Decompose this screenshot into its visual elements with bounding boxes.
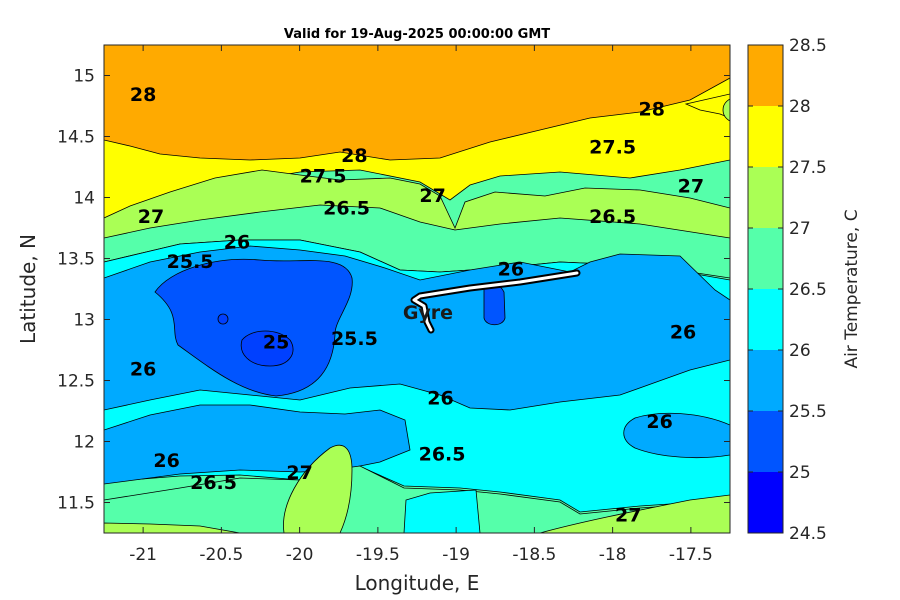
colorbar-swatch xyxy=(748,106,783,167)
y-tick-label: 14 xyxy=(73,189,95,209)
contour-label: 28 xyxy=(639,98,665,120)
contour-label: 27 xyxy=(138,206,164,228)
contour-label: 27 xyxy=(615,505,641,527)
x-tick-label: -18 xyxy=(599,545,627,565)
y-tick-label: 14.5 xyxy=(57,128,95,148)
y-axis-label: Latitude, N xyxy=(16,234,40,344)
contour-label: 26.5 xyxy=(589,206,636,228)
band-27-27.5 xyxy=(283,444,353,533)
band-25-25.5 xyxy=(483,284,506,326)
band-27-27.5 xyxy=(104,522,241,533)
x-tick-label: -19.5 xyxy=(356,545,400,565)
band-26-26.5 xyxy=(403,489,481,533)
contour-label: 26.5 xyxy=(190,472,237,494)
colorbar-tick-label: 28.5 xyxy=(789,36,827,56)
contour-label: 26 xyxy=(670,322,696,344)
y-tick-label: 13.5 xyxy=(57,250,95,270)
contour-label: 28 xyxy=(130,84,156,106)
contour-label: 27 xyxy=(419,185,445,207)
colorbar-swatch xyxy=(748,228,783,289)
colorbar-swatch xyxy=(748,289,783,350)
colorbar-tick-label: 26.5 xyxy=(789,280,827,300)
x-tick-label: -18.5 xyxy=(512,545,556,565)
x-tick-label: -20 xyxy=(286,545,314,565)
contour-field xyxy=(104,45,730,533)
contour-label: 27 xyxy=(286,462,312,484)
x-tick-label: -17.5 xyxy=(669,545,713,565)
contour-label: 27.5 xyxy=(589,136,636,158)
y-tick-label: 12.5 xyxy=(57,372,95,392)
contour-label: 26 xyxy=(498,258,524,280)
colorbar-swatch xyxy=(748,472,783,533)
x-axis: -21 -20.5 -20 -19.5 -19 -18.5 -18 -17.5 xyxy=(129,45,713,565)
band-27-27.5 xyxy=(539,494,730,533)
colorbar-tick-label: 28 xyxy=(789,97,811,117)
plot-frame xyxy=(103,44,731,534)
colorbar-tick-label: 27 xyxy=(789,219,811,239)
colorbar-tick-label: 26 xyxy=(789,341,811,361)
band-24.5-25 xyxy=(240,330,294,367)
band-26-26.5 xyxy=(722,98,730,122)
band-24.5-25 xyxy=(217,313,229,325)
colorbar-swatch xyxy=(748,167,783,228)
contour-label: 25 xyxy=(263,331,289,353)
contour-label: 26.5 xyxy=(323,197,370,219)
contour-label: 26.5 xyxy=(419,444,466,466)
annotations: Gyre xyxy=(403,302,453,324)
contour-label: 25.5 xyxy=(331,328,378,350)
gyre-track xyxy=(412,271,579,332)
y-tick-label: 15 xyxy=(73,67,95,87)
y-tick-label: 12 xyxy=(73,433,95,453)
contour-label: 27.5 xyxy=(300,166,347,188)
colorbar-swatch xyxy=(748,45,783,106)
colorbar-tick-label: 27.5 xyxy=(789,158,827,178)
colorbar-tick-label: 25.5 xyxy=(789,402,827,422)
contour-label: 26 xyxy=(130,358,156,380)
y-tick-label: 13 xyxy=(73,311,95,331)
band-25.5-26 xyxy=(623,412,730,458)
x-tick-label: -20.5 xyxy=(199,545,243,565)
band-28-28.5 xyxy=(104,45,730,161)
gyre-label: Gyre xyxy=(403,302,453,324)
x-axis-label: Longitude, E xyxy=(355,571,480,595)
x-tick-label: -19 xyxy=(442,545,470,565)
contour-label: 28 xyxy=(341,145,367,167)
contour-label: 26 xyxy=(153,450,179,472)
colorbar-swatch xyxy=(748,411,783,472)
contour-label: 26 xyxy=(427,388,453,410)
colorbar-tick-label: 25 xyxy=(789,463,811,483)
x-tick-label: -21 xyxy=(129,545,157,565)
contour-label: 26 xyxy=(646,411,672,433)
y-axis: 11.5 12 12.5 13 13.5 14 14.5 15 xyxy=(57,67,730,514)
colorbar: 24.5 25 25.5 26 26.5 27 27.5 28 28.5 xyxy=(747,36,827,544)
contour-label: 27 xyxy=(678,175,704,197)
chart-title: Valid for 19-Aug-2025 00:00:00 GMT xyxy=(284,27,550,42)
colorbar-label: Air Temperature, C xyxy=(842,209,862,368)
band-25-25.5 xyxy=(154,258,353,397)
colorbar-tick-label: 24.5 xyxy=(789,524,827,544)
y-tick-label: 11.5 xyxy=(57,494,95,514)
contour-label: 25.5 xyxy=(167,251,214,273)
colorbar-swatch xyxy=(748,350,783,411)
contour-label: 26 xyxy=(224,231,250,253)
